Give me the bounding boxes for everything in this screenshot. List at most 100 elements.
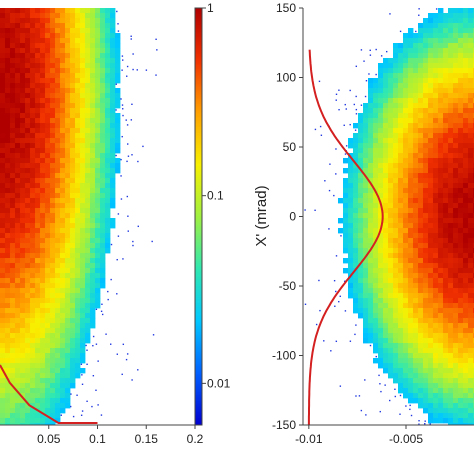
- density-cell: [15, 248, 21, 254]
- density-cell: [368, 188, 374, 194]
- density-cell: [433, 103, 439, 109]
- density-cell: [363, 208, 369, 214]
- density-cell: [20, 273, 26, 279]
- density-cell: [10, 413, 16, 419]
- density-cell: [408, 373, 414, 379]
- density-cell: [20, 103, 26, 109]
- density-cell: [443, 378, 449, 384]
- density-cell: [105, 53, 111, 59]
- density-cell: [100, 218, 106, 224]
- density-cell: [0, 118, 6, 124]
- density-cell: [443, 213, 449, 219]
- density-cell: [355, 324, 357, 326]
- density-cell: [85, 148, 91, 154]
- density-cell: [45, 288, 51, 294]
- density-cell: [393, 278, 399, 284]
- density-cell: [363, 338, 369, 344]
- density-cell: [100, 278, 106, 284]
- density-cell: [45, 153, 51, 159]
- density-cell: [5, 368, 11, 374]
- density-cell: [20, 158, 26, 164]
- density-cell: [95, 23, 101, 29]
- density-cell: [5, 8, 11, 14]
- density-cell: [25, 333, 31, 339]
- density-cell: [95, 153, 101, 159]
- density-cell: [433, 138, 439, 144]
- density-cell: [5, 173, 11, 179]
- density-cell: [443, 68, 449, 74]
- density-cell: [50, 13, 56, 19]
- density-cell: [403, 33, 409, 39]
- density-cell: [100, 78, 106, 84]
- density-cell: [15, 98, 21, 104]
- density-cell: [80, 178, 86, 184]
- density-cell: [423, 298, 429, 304]
- density-cell: [90, 58, 96, 64]
- density-cell: [348, 188, 354, 194]
- density-cell: [55, 323, 61, 329]
- density-cell: [428, 418, 434, 424]
- density-cell: [428, 83, 434, 89]
- density-cell: [398, 303, 404, 309]
- density-cell: [398, 343, 404, 349]
- density-cell: [433, 398, 439, 404]
- density-cell: [398, 268, 404, 274]
- density-cell: [373, 293, 379, 299]
- density-cell: [438, 288, 444, 294]
- density-cell: [463, 308, 469, 314]
- density-cell: [55, 68, 61, 74]
- density-cell: [348, 193, 354, 199]
- density-cell: [75, 93, 81, 99]
- density-cell: [358, 178, 364, 184]
- density-cell: [90, 53, 96, 59]
- density-cell: [20, 78, 26, 84]
- density-cell: [423, 348, 429, 354]
- density-cell: [100, 273, 106, 279]
- density-cell: [398, 293, 404, 299]
- left-x-tick-label: 0.1: [89, 432, 106, 446]
- density-cell: [438, 413, 444, 419]
- density-cell: [15, 58, 21, 64]
- density-cell: [30, 28, 36, 34]
- density-cell: [453, 78, 459, 84]
- density-cell: [65, 93, 71, 99]
- density-cell: [458, 203, 464, 209]
- density-cell: [5, 113, 11, 119]
- density-cell: [60, 133, 66, 139]
- density-cell: [353, 253, 359, 259]
- density-cell: [438, 183, 444, 189]
- density-cell: [418, 88, 424, 94]
- density-cell: [50, 263, 56, 269]
- density-cell: [80, 308, 86, 314]
- density-cell: [101, 313, 104, 316]
- density-cell: [453, 88, 459, 94]
- density-cell: [85, 153, 91, 159]
- density-cell: [468, 193, 474, 199]
- density-cell: [100, 38, 106, 44]
- density-cell: [35, 338, 41, 344]
- density-cell: [468, 53, 474, 59]
- density-cell: [10, 68, 16, 74]
- density-cell: [443, 48, 449, 54]
- density-cell: [413, 208, 419, 214]
- density-cell: [398, 288, 404, 294]
- density-cell: [413, 343, 419, 349]
- density-cell: [55, 403, 61, 409]
- density-cell: [403, 358, 409, 364]
- density-cell: [90, 158, 96, 164]
- density-cell: [358, 173, 364, 179]
- density-cell: [423, 28, 429, 34]
- density-cell: [30, 73, 36, 79]
- density-cell: [105, 208, 111, 214]
- density-cell: [10, 43, 16, 49]
- density-cell: [25, 208, 31, 214]
- density-cell: [448, 413, 454, 419]
- density-cell: [348, 228, 354, 234]
- density-cell: [55, 363, 61, 369]
- density-cell: [30, 8, 36, 14]
- density-cell: [468, 13, 474, 19]
- density-cell: [453, 173, 459, 179]
- density-cell: [0, 343, 6, 349]
- density-cell: [85, 143, 91, 149]
- density-cell: [353, 133, 359, 139]
